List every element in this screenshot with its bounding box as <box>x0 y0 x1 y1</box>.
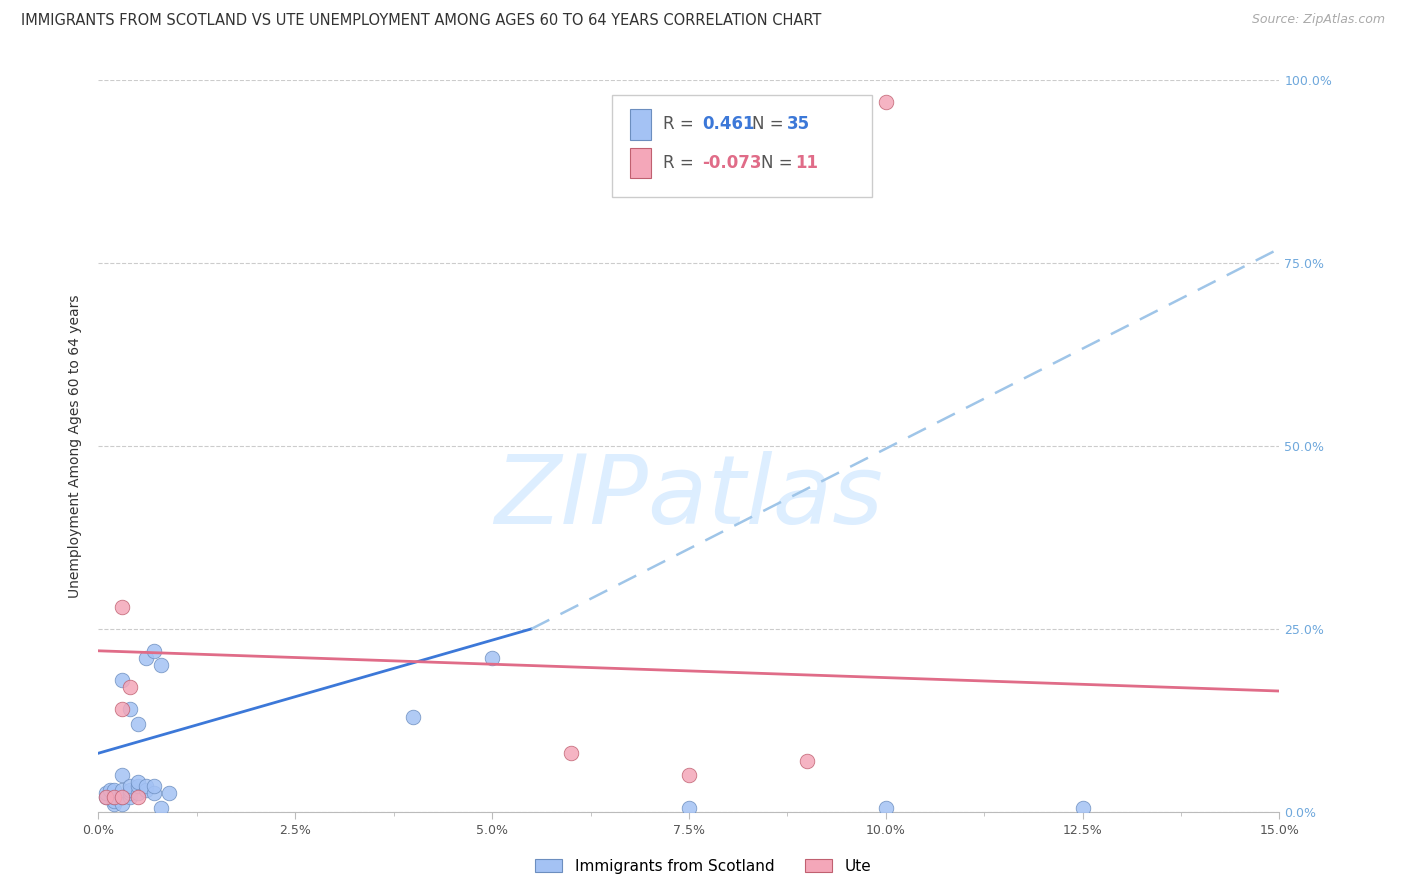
Point <box>135 782 157 797</box>
Point <box>118 790 141 805</box>
Y-axis label: Unemployment Among Ages 60 to 64 years: Unemployment Among Ages 60 to 64 years <box>69 294 83 598</box>
Point <box>157 787 180 801</box>
Point <box>875 801 897 815</box>
Text: N =: N = <box>761 154 797 172</box>
Point <box>103 782 125 797</box>
Point <box>111 673 134 687</box>
Text: R =: R = <box>664 154 699 172</box>
Text: IMMIGRANTS FROM SCOTLAND VS UTE UNEMPLOYMENT AMONG AGES 60 TO 64 YEARS CORRELATI: IMMIGRANTS FROM SCOTLAND VS UTE UNEMPLOY… <box>21 13 821 29</box>
Point <box>96 787 118 801</box>
Point <box>111 790 134 805</box>
Point <box>150 658 173 673</box>
Point <box>402 709 425 723</box>
Point <box>111 599 134 614</box>
Point <box>127 790 149 805</box>
Point <box>111 797 134 812</box>
FancyBboxPatch shape <box>630 109 651 139</box>
Point <box>98 782 121 797</box>
Point <box>127 775 149 789</box>
Point <box>142 787 165 801</box>
Text: N =: N = <box>752 115 789 133</box>
Point <box>127 717 149 731</box>
Text: Source: ZipAtlas.com: Source: ZipAtlas.com <box>1251 13 1385 27</box>
Point <box>560 746 582 760</box>
Text: 0.461: 0.461 <box>702 115 755 133</box>
Point <box>875 95 897 110</box>
FancyBboxPatch shape <box>612 95 872 197</box>
Point <box>111 782 134 797</box>
Point <box>678 801 700 815</box>
Point <box>111 790 134 805</box>
Point <box>135 651 157 665</box>
Point <box>103 790 125 805</box>
Legend: Immigrants from Scotland, Ute: Immigrants from Scotland, Ute <box>529 853 877 880</box>
Point <box>118 702 141 716</box>
Point <box>127 787 149 801</box>
Point <box>678 768 700 782</box>
Text: 35: 35 <box>787 115 810 133</box>
Point <box>150 801 173 815</box>
Point <box>111 702 134 716</box>
Point <box>142 779 165 793</box>
Point <box>118 782 141 797</box>
Point <box>96 790 118 805</box>
Point <box>796 754 818 768</box>
Point <box>127 779 149 793</box>
Point <box>103 794 125 808</box>
Text: R =: R = <box>664 115 699 133</box>
Point <box>135 779 157 793</box>
Point <box>96 790 118 805</box>
Text: ZIPatlas: ZIPatlas <box>495 450 883 544</box>
Point <box>118 787 141 801</box>
Point <box>142 644 165 658</box>
Text: 11: 11 <box>796 154 818 172</box>
Point <box>103 790 125 805</box>
Point <box>481 651 503 665</box>
Point <box>118 681 141 695</box>
FancyBboxPatch shape <box>630 147 651 178</box>
Text: -0.073: -0.073 <box>702 154 762 172</box>
Point <box>103 797 125 812</box>
Point <box>1071 801 1094 815</box>
Point <box>111 768 134 782</box>
Point <box>118 779 141 793</box>
